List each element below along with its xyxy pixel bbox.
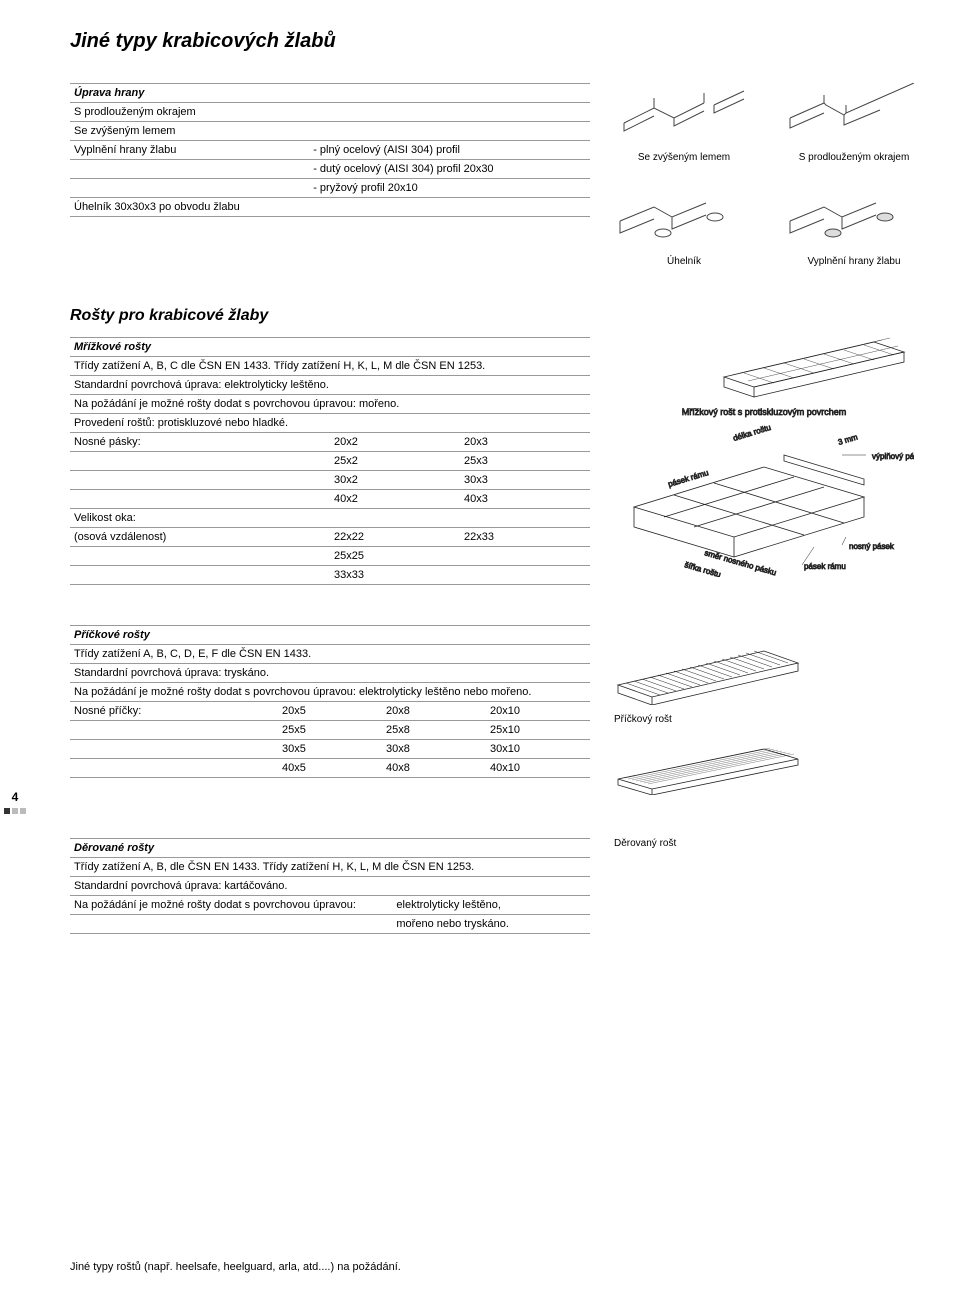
section-uprava-hrany: Úprava hrany S prodlouženým okrajem Se z…: [70, 83, 920, 267]
footer-note: Jiné typy roštů (např. heelsafe, heelgua…: [70, 1261, 401, 1273]
svg-text:délka roštu: délka roštu: [732, 423, 772, 443]
page-number: 4: [0, 790, 30, 804]
fig-caption: Příčkový rošt: [614, 714, 804, 725]
svg-text:pásek rámu: pásek rámu: [804, 562, 846, 571]
derovane-table: Děrované rošty Třídy zatížení A, B, dle …: [70, 838, 590, 934]
fig-derovany-rost-preview: [614, 745, 804, 798]
svg-text:nosný pásek: nosný pásek: [849, 542, 895, 551]
fig-uhelnik: Úhelník: [614, 187, 754, 267]
derovane-heading: Děrované rošty: [70, 839, 590, 858]
fig-caption: Vyplnění hrany žlabu: [784, 256, 924, 267]
section-derovane: Děrované rošty Třídy zatížení A, B, dle …: [70, 838, 920, 934]
rosty-heading: Rošty pro krabicové žlaby: [70, 307, 920, 325]
fig-caption: Úhelník: [614, 256, 754, 267]
svg-text:3 mm: 3 mm: [837, 432, 859, 447]
fig-mrizkovy-rost: Mřížkový rošt s protiskluzovým povrchem …: [614, 337, 914, 580]
svg-text:šířka roštu: šířka roštu: [683, 560, 721, 577]
mrizkove-table: Mřížkové rošty Třídy zatížení A, B, C dl…: [70, 337, 590, 585]
mrizkove-heading: Mřížkové rošty: [70, 338, 590, 357]
fig-caption-derovany: Děrovaný rošt: [614, 838, 920, 849]
prickove-heading: Příčkové rošty: [70, 626, 590, 645]
fig-caption: S prodlouženým okrajem: [784, 152, 924, 163]
prickove-table: Příčkové rošty Třídy zatížení A, B, C, D…: [70, 625, 590, 778]
section-mrizkove: Mřížkové rošty Třídy zatížení A, B, C dl…: [70, 337, 920, 585]
uprava-hrany-table: Úprava hrany S prodlouženým okrajem Se z…: [70, 83, 590, 217]
page-indicator-icon: [0, 808, 30, 814]
fig-caption: Se zvýšeným lemem: [614, 152, 754, 163]
section-prickove: Příčkové rošty Třídy zatížení A, B, C, D…: [70, 625, 920, 798]
uprava-hrany-heading: Úprava hrany: [70, 84, 590, 103]
fig-prickovy-rost: Příčkový rošt: [614, 645, 804, 725]
page-title: Jiné typy krabicových žlabů: [70, 30, 920, 53]
svg-text:výplňový pásek: výplňový pásek: [872, 452, 914, 461]
svg-text:Mřížkový rošt s protiskluzovým: Mřížkový rošt s protiskluzovým povrchem: [682, 407, 847, 417]
page-number-marker: 4: [0, 790, 30, 814]
fig-vyplneni-hrany: Vyplnění hrany žlabu: [784, 187, 924, 267]
fig-prodlouzeny-okraj: S prodlouženým okrajem: [784, 83, 924, 163]
fig-zvyseny-lem: Se zvýšeným lemem: [614, 83, 754, 163]
